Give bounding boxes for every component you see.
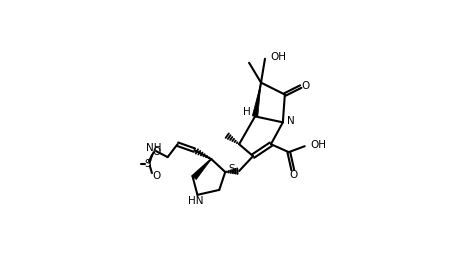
Text: N: N [287, 116, 294, 126]
Text: H: H [243, 107, 251, 117]
Text: NH: NH [146, 143, 162, 153]
Text: O: O [152, 171, 161, 181]
Text: O: O [152, 147, 161, 157]
Polygon shape [192, 159, 211, 180]
Text: OH: OH [311, 140, 327, 150]
Polygon shape [253, 83, 261, 117]
Text: OH: OH [270, 52, 286, 62]
Text: S: S [144, 159, 151, 169]
Text: HN: HN [188, 196, 203, 206]
Text: S: S [228, 164, 235, 174]
Text: O: O [289, 170, 298, 180]
Text: O: O [301, 80, 309, 91]
